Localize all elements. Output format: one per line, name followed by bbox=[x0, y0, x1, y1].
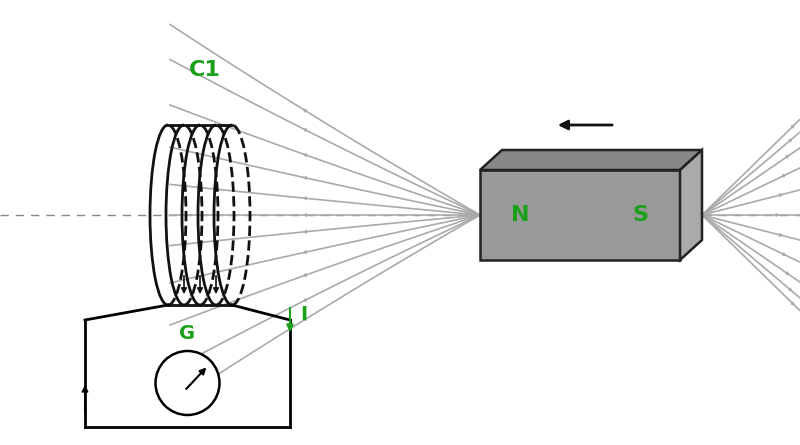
Text: C1: C1 bbox=[189, 60, 221, 80]
Text: S: S bbox=[632, 205, 648, 225]
Polygon shape bbox=[480, 170, 680, 260]
Polygon shape bbox=[680, 150, 702, 260]
Text: G: G bbox=[179, 324, 195, 343]
Text: I: I bbox=[300, 306, 307, 324]
Text: N: N bbox=[510, 205, 530, 225]
Circle shape bbox=[155, 351, 219, 415]
Polygon shape bbox=[480, 150, 702, 170]
